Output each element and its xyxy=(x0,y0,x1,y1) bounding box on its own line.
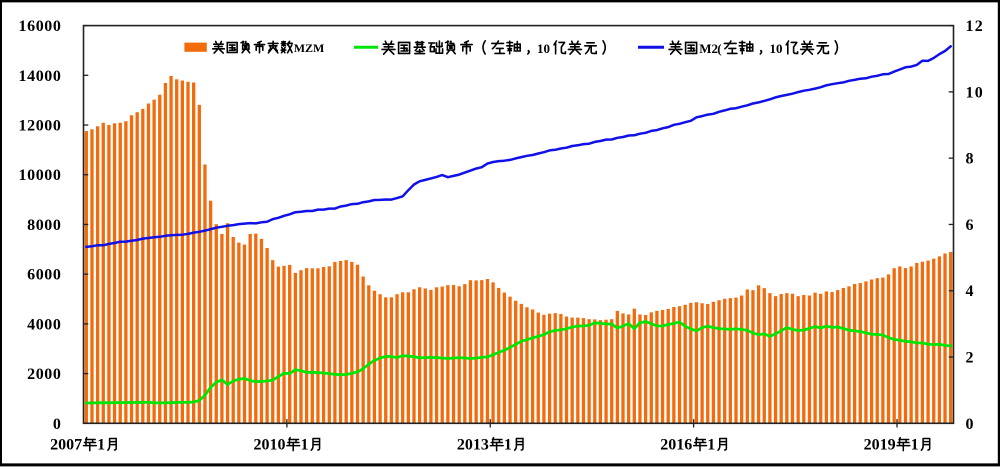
svg-text:14000: 14000 xyxy=(19,68,62,85)
svg-text:6: 6 xyxy=(966,217,975,234)
svg-text:4: 4 xyxy=(966,283,975,300)
svg-text:10000: 10000 xyxy=(19,167,62,184)
svg-text:(: ( xyxy=(717,41,721,56)
svg-text:2013: 2013 xyxy=(457,436,489,453)
svg-text:MZM: MZM xyxy=(294,41,325,55)
svg-text:0: 0 xyxy=(53,416,62,433)
svg-text:4000: 4000 xyxy=(27,316,61,333)
svg-text:12000: 12000 xyxy=(19,118,62,135)
svg-text:2007: 2007 xyxy=(50,436,82,453)
svg-text:M2: M2 xyxy=(699,41,718,56)
svg-text:16000: 16000 xyxy=(19,18,62,35)
svg-text:0: 0 xyxy=(966,416,975,433)
svg-text:1: 1 xyxy=(707,436,715,453)
svg-text:1: 1 xyxy=(911,436,919,453)
svg-text:10: 10 xyxy=(537,41,550,56)
svg-text:2000: 2000 xyxy=(27,366,61,383)
svg-text:1: 1 xyxy=(301,436,309,453)
svg-text:8000: 8000 xyxy=(27,217,61,234)
svg-text:10: 10 xyxy=(770,41,783,56)
svg-text:6000: 6000 xyxy=(27,267,61,284)
svg-text:2010: 2010 xyxy=(254,436,286,453)
svg-text:1: 1 xyxy=(97,436,105,453)
svg-text:12: 12 xyxy=(966,18,984,35)
svg-text:8: 8 xyxy=(966,151,975,168)
svg-text:10: 10 xyxy=(966,84,984,101)
svg-text:2: 2 xyxy=(966,350,975,367)
svg-text:1: 1 xyxy=(504,436,512,453)
svg-text:2016: 2016 xyxy=(660,436,692,453)
svg-text:2019: 2019 xyxy=(864,436,896,453)
